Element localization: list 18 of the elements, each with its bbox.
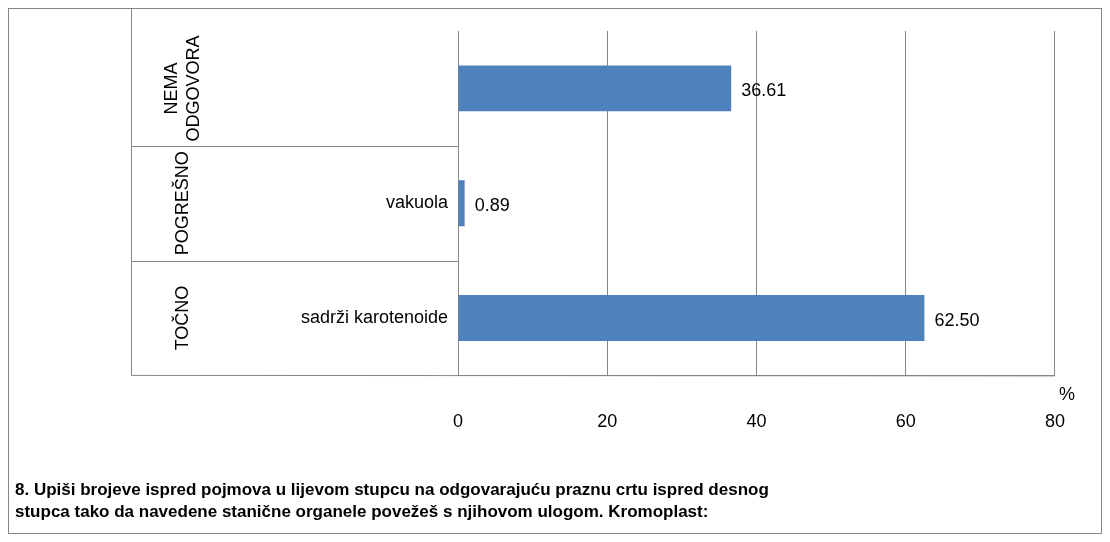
text: TOČNO [170, 285, 192, 351]
text: NEMA ODGOVORA [160, 35, 203, 142]
x-tick-label: 0 [452, 411, 464, 432]
text: POGREŠNO [170, 151, 192, 256]
x-tick-label: 40 [746, 411, 767, 432]
bar [458, 180, 465, 227]
data-label: 36.61 [741, 80, 787, 101]
x-axis-title: % [1058, 384, 1075, 405]
y-tick-label: sadrži karotenoide [300, 306, 448, 327]
data-label: 0.89 [474, 195, 510, 216]
x-tick-label: 60 [895, 411, 916, 432]
bar [458, 65, 732, 112]
data-label: 62.50 [934, 309, 980, 330]
x-tick-label: 80 [1044, 411, 1065, 432]
x-tick-label: 20 [597, 411, 618, 432]
bar [458, 295, 925, 341]
y-tick-label: vakuola [385, 192, 449, 213]
text: 8. Upiši brojeve ispred pojmova u lijevom stupcu na odgovarajuću praznu crtu ispred desnog stupca tako da navedene stanične organele povežeš s njihovom ulogom. Kromoplast: [14, 479, 770, 523]
